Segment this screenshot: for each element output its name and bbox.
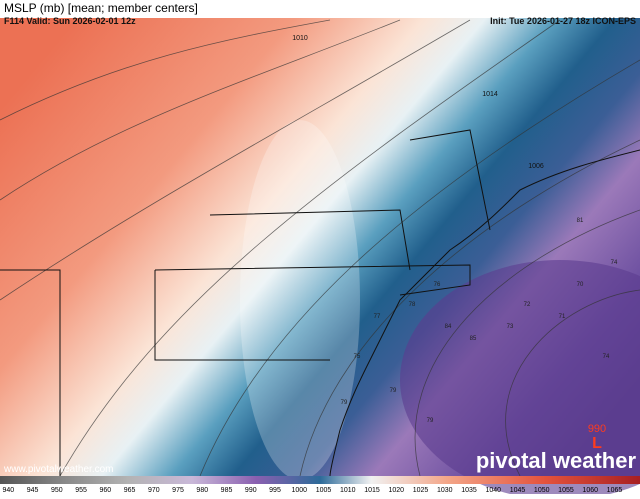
member-center: 85 [470, 336, 477, 342]
colorbar-label: 955 [75, 487, 87, 494]
colorbar-label: 990 [245, 487, 257, 494]
member-center: 84 [445, 324, 452, 330]
colorbar-label: 1020 [388, 487, 404, 494]
colorbar-label: 945 [27, 487, 39, 494]
valid-time: F114 Valid: Sun 2026-02-01 12z [4, 16, 136, 26]
member-center: 79 [390, 388, 397, 394]
colorbar-label: 1045 [510, 487, 526, 494]
colorbar-label: 1060 [582, 487, 598, 494]
member-center: 79 [341, 400, 348, 406]
colorbar-label: 995 [269, 487, 281, 494]
coastline-borders [0, 129, 640, 477]
colorbar-label: 965 [124, 487, 136, 494]
isobars [0, 19, 640, 477]
colorbar-label: 985 [221, 487, 233, 494]
member-center: 79 [427, 418, 434, 424]
colorbar-label: 975 [172, 487, 184, 494]
member-center: 74 [611, 260, 618, 266]
member-center: 75 [354, 354, 361, 360]
website: www.pivotalweather.com [3, 464, 114, 475]
colorbar-label: 940 [2, 487, 14, 494]
contour-label: 1010 [292, 35, 308, 42]
colorbar-label: 1005 [316, 487, 332, 494]
map-title: MSLP (mb) [mean; member centers] [4, 1, 198, 15]
member-center: 78 [409, 302, 416, 308]
colorbar-label: 1000 [291, 487, 307, 494]
contour-label: 1006 [528, 163, 544, 170]
colorbar-label: 1040 [485, 487, 501, 494]
member-center: 76 [434, 282, 441, 288]
low-pressure-symbol: L [592, 435, 602, 452]
low-pressure-value: 990 [588, 423, 606, 435]
init-time: Init: Tue 2026-01-27 18z ICON-EPS [490, 16, 636, 26]
member-center: 74 [603, 354, 610, 360]
colorbar-label: 1065 [607, 487, 623, 494]
colorbar-label: 1010 [340, 487, 356, 494]
colorbar-label: 1030 [437, 487, 453, 494]
colorbar-label: 1015 [364, 487, 380, 494]
colorbar-label: 1035 [461, 487, 477, 494]
member-center: 81 [577, 218, 584, 224]
header-bar [0, 0, 640, 18]
member-center: 72 [524, 302, 531, 308]
colorbar-label: 1055 [558, 487, 574, 494]
colorbar-label: 960 [99, 487, 111, 494]
member-center: 77 [374, 314, 381, 320]
ridge-area [240, 120, 360, 480]
member-center: 73 [507, 324, 514, 330]
member-center: 71 [559, 314, 566, 320]
low-pressure-area [400, 260, 640, 499]
colorbar-label: 980 [196, 487, 208, 494]
member-center: 70 [577, 282, 584, 288]
colorbar-label: 970 [148, 487, 160, 494]
colorbar [0, 476, 640, 484]
colorbar-label: 950 [51, 487, 63, 494]
colorbar-label: 1050 [534, 487, 550, 494]
brand-logo: pivotal weather [476, 448, 637, 473]
colorbar-label: 1025 [413, 487, 429, 494]
contour-label: 1014 [482, 91, 498, 98]
